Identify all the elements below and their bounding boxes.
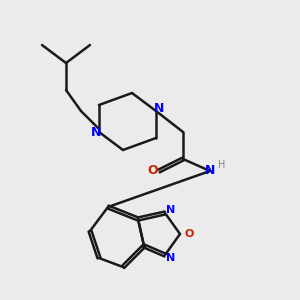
Text: O: O [148,164,158,178]
Text: N: N [167,205,176,215]
Text: H: H [218,160,226,170]
Text: O: O [184,229,194,239]
Text: N: N [154,101,164,115]
Text: N: N [167,253,176,263]
Text: N: N [205,164,215,178]
Text: N: N [91,125,101,139]
